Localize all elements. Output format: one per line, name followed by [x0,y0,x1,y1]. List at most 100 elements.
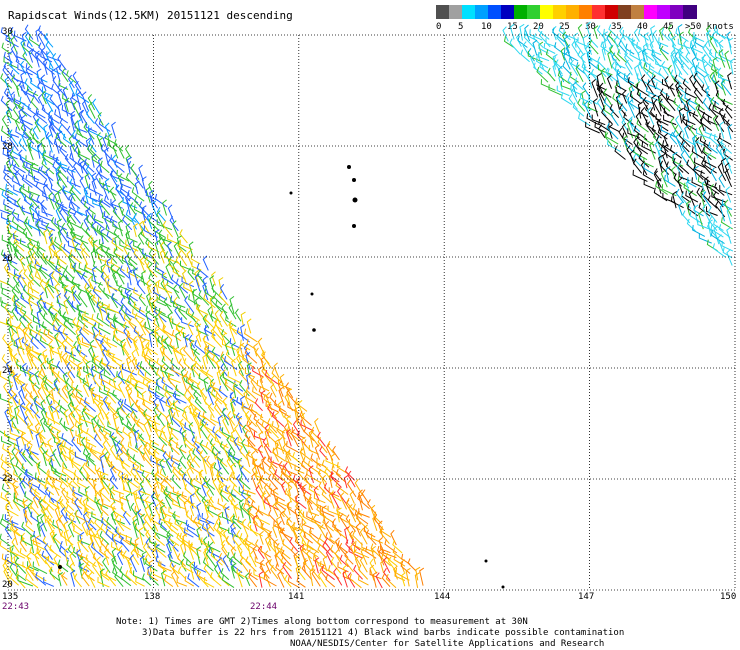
wind-barb [65,377,75,391]
wind-barb [172,412,187,428]
lat-label: 24 [2,366,13,376]
wind-barb [55,404,61,420]
wind-barb [217,511,223,526]
wind-barb [704,176,711,195]
wind-barb [84,158,95,173]
wind-barb [132,464,144,475]
wind-barb [70,351,81,363]
wind-barb [48,123,54,138]
wind-barb [64,354,76,371]
wind-barb [126,420,137,433]
wind-barb [69,178,82,195]
wind-barb [104,133,118,146]
wind-barb [20,123,33,141]
wind-barb [259,376,266,392]
wind-barb [274,438,280,455]
wind-barb [68,135,76,152]
wind-barb [653,98,662,117]
wind-barb [173,347,179,364]
wind-barb [43,124,49,140]
wind-barb [532,39,538,56]
wind-barb [60,439,67,454]
wind-barb [57,83,68,98]
wind-barb [655,135,663,153]
wind-barb [177,462,187,476]
wind-barb [138,293,146,307]
wind-barb [172,466,181,481]
wind-barb [61,385,69,399]
wind-barb [106,257,112,273]
wind-barb [96,467,103,482]
wind-barb [99,369,105,385]
wind-barb [272,502,279,518]
wind-barb [685,119,697,131]
wind-barb [309,527,319,540]
wind-barb [247,421,256,440]
wind-barb [47,133,53,153]
wind-barb [125,230,131,245]
wind-barb [169,339,182,355]
wind-barb [659,160,670,175]
wind-barb [242,537,250,552]
wind-barb [234,308,242,322]
wind-barb [85,452,91,467]
wind-barb [132,518,138,538]
wind-barb [0,73,13,89]
wind-barb [161,444,173,462]
wind-barb [107,421,123,434]
wind-barb [30,534,36,554]
wind-barb [61,222,69,237]
wind-barb [152,569,166,581]
wind-barb [314,417,320,433]
wind-barb [216,471,224,490]
wind-barb [152,485,160,502]
wind-barb [74,497,83,516]
wind-barb [154,240,161,260]
wind-barb [174,393,187,404]
wind-barb [112,389,123,404]
wind-barb [570,86,578,103]
wind-barb [82,195,95,208]
wind-barb [214,435,229,449]
wind-barb [40,522,46,538]
wind-barb [115,184,125,201]
wind-barb [34,422,42,439]
wind-barb [37,426,46,440]
wind-barb [15,568,27,582]
wind-barb [284,574,292,588]
island [352,197,358,203]
wind-barb [629,49,642,62]
wind-barb [87,235,96,251]
wind-barb [683,39,691,55]
wind-barb [82,381,90,398]
wind-barb [210,550,223,566]
wind-barb [85,164,96,181]
wind-barb [158,518,167,531]
wind-barb [7,436,20,448]
wind-barb [287,487,292,503]
wind-barb [114,526,124,540]
wind-barb [359,556,368,573]
wind-barb [0,430,11,439]
wind-barb [49,347,55,364]
wind-barb [335,537,340,552]
wind-barb [286,428,292,447]
wind-barb [246,490,256,503]
wind-barb [661,28,670,42]
wind-barb [643,134,655,146]
wind-barb [38,444,48,462]
wind-barb [51,83,61,96]
wind-barb [100,343,116,356]
wind-barb [103,432,111,448]
wind-barb [205,516,215,532]
wind-barb [677,90,690,105]
wind-barb [120,444,132,460]
wind-barb [91,172,97,189]
wind-barb [165,414,173,432]
wind-barb [629,88,635,103]
wind-barb [38,42,47,56]
wind-barb [193,348,201,362]
wind-barb [153,318,166,334]
wind-barb [707,29,719,42]
wind-barb [321,489,333,504]
